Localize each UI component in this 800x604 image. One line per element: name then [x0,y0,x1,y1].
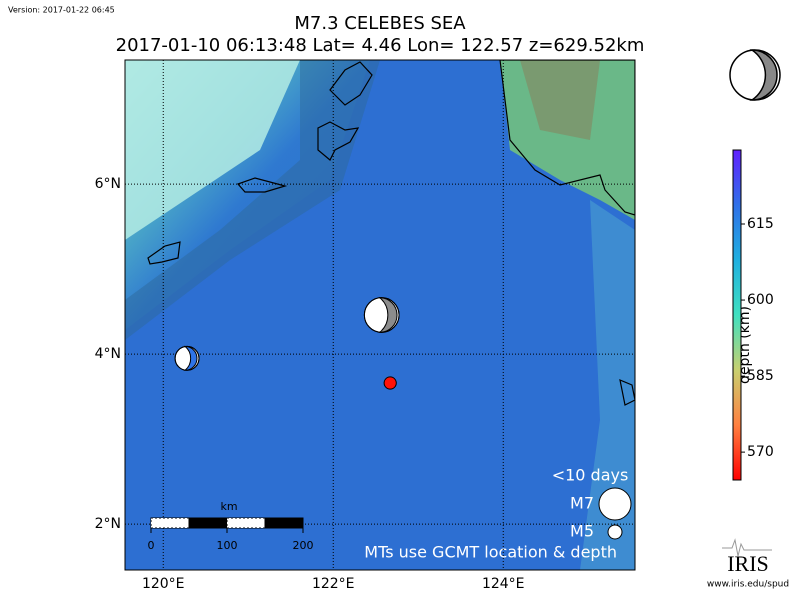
lon-tick-label: 124°E [482,576,525,592]
map-note: MTs use GCMT location & depth [364,543,617,562]
subtitle: 2017-01-10 06:13:48 Lat= 4.46 Lon= 122.5… [116,35,645,56]
colorbar-tick-label: 570 [747,444,774,460]
colorbar-tick-label: 615 [747,216,774,232]
main-mechanism [729,49,781,101]
legend-title: <10 days [552,466,629,485]
scalebar-tick-label: 200 [293,539,314,552]
lat-tick-label: 2°N [95,516,121,532]
map-frame [124,59,636,571]
scalebar-segment [150,517,190,529]
scalebar-segment [188,517,228,529]
lat-tick-label: 6°N [95,176,121,192]
mechanism-outline [174,345,200,371]
logo: IRIS www.iris.edu/spud [707,538,789,590]
basemap [125,60,635,570]
colorbar-tick-label: 600 [747,292,774,308]
logo-name: IRIS [727,551,769,576]
title: M7.3 CELEBES SEA [294,13,466,34]
legend-symbol [607,524,623,540]
scalebar-segment [264,517,304,529]
scalebar-segment [226,517,266,529]
event-mechanism [174,345,200,371]
legend-symbol [598,487,632,521]
event-dot [383,376,397,390]
event-mechanism [363,297,400,333]
colorbar-tick-label: 585 [747,368,774,384]
scalebar-tick-label: 100 [217,539,238,552]
scalebar-label: km [220,500,237,513]
mechanism-outline [363,297,400,333]
legend-label: M7 [570,494,594,513]
legend-label: M5 [570,522,594,541]
mechanism-quadrant [183,345,198,371]
colorbar [732,149,742,481]
version: Version: 2017-01-22 06:45 [8,6,115,15]
lat-tick-label: 4°N [95,346,121,362]
logo-url: www.iris.edu/spud [707,580,789,590]
lon-tick-label: 122°E [312,576,355,592]
mechanism-quadrant [378,297,398,333]
scalebar-tick-label: 0 [148,539,155,552]
lon-tick-label: 120°E [142,576,185,592]
